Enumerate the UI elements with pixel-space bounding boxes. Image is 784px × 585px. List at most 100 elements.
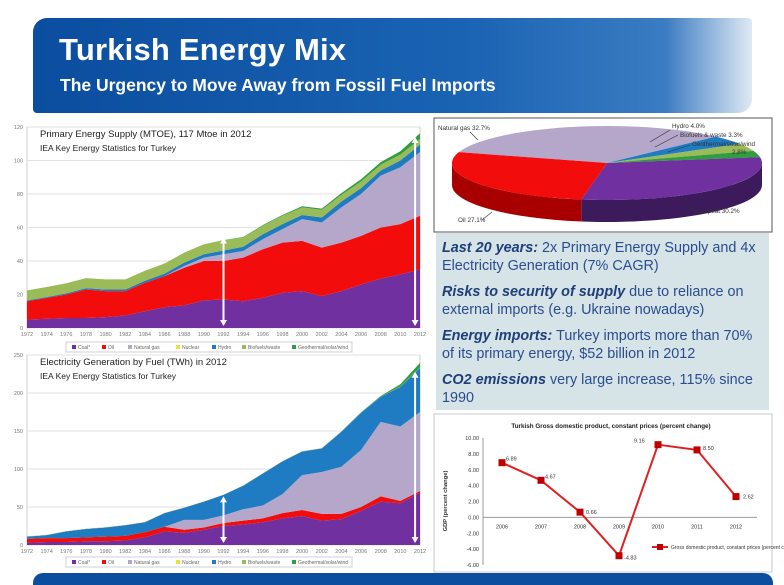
key-points-panel: Last 20 years: 2x Primary Energy Supply … [436,233,769,410]
x-tick-label: 2012 [414,549,426,555]
pie-slice-geo [607,150,761,163]
legend-swatch-hydro [212,345,216,349]
pie-label: 2.8% [732,149,747,156]
data-label: -4.83 [624,556,637,562]
x-tick-label: 1986 [158,332,170,338]
chart-title: Turkish Gross domestic product, constant… [511,423,710,430]
legend-label: Coal* [78,345,90,351]
x-tick-label: 1982 [119,549,131,555]
point-heading: Risks to security of supply [442,284,626,300]
x-tick-label: 1982 [119,332,131,338]
legend-swatch-nuclear [176,560,180,564]
legend-label: Nuclear [182,345,200,351]
legend-label: Hydro [218,560,232,566]
area-series-bio [27,139,420,301]
x-tick-label: 1986 [158,549,170,555]
x-tick-label: 2002 [316,549,328,555]
gdp-data-point [498,459,506,467]
pie-slice-gas [458,126,716,163]
pie-side-coal [581,163,762,223]
gdp-frame [433,413,773,573]
arrow-head-up [220,237,227,244]
point-co2-emissions: CO2 emissions very large increase, 115% … [442,371,767,407]
area-series-oil [27,491,420,543]
arrow-head-up [411,137,419,144]
x-tick-label: 2010 [394,549,406,555]
y-tick-label: 50 [17,505,23,511]
leader-line [481,211,493,221]
x-tick-label: 2000 [296,332,308,338]
y-tick-label: 40 [17,259,23,265]
x-tick-label: 2008 [375,549,387,555]
legend-box [65,556,353,568]
y-tick-label: 10.00 [465,436,479,442]
y-tick-label: 0 [20,326,23,332]
legend-label: Nuclear [182,560,200,566]
x-tick-label: 1994 [237,332,249,338]
legend-label: Oil [108,345,114,351]
pie-label: Biofuels & waste 3.3% [680,132,743,139]
legend-swatch-gas [128,560,132,564]
legend-swatch-hydro [212,560,216,564]
data-label: 2.62 [743,495,754,501]
legend-label: Gross domestic product, constant prices … [671,545,784,551]
y-tick-label: 60 [17,226,23,232]
data-label: 4.67 [545,474,556,480]
gdp-data-point [732,493,740,501]
pie-label: Hydro 4.0% [672,123,705,130]
x-tick-label: 2004 [335,549,347,555]
x-tick-label: 1992 [217,549,229,555]
legend-swatch-gas [128,345,132,349]
slide-title: Turkish Energy Mix [59,32,347,67]
x-tick-label: 1998 [276,332,288,338]
x-tick-label: 1978 [80,332,92,338]
x-tick-label: 1998 [276,549,288,555]
legend-swatch-nuclear [176,345,180,349]
arrow-head-down [411,537,419,543]
arrow-head-up [220,496,227,503]
x-tick-label: 1978 [80,549,92,555]
leader-line [469,131,479,141]
pie-slice-coal [581,157,762,201]
y-tick-label: -4.00 [466,547,479,553]
y-tick-label: 2.00 [468,500,479,506]
x-tick-label: 2012 [730,524,742,530]
point-text: due to reliance on external imports (e.g… [442,284,744,318]
y-tick-label: 100 [14,159,23,165]
pie-label: Coal/peat 30.2% [693,208,740,215]
y-tick-label: 6.00 [468,468,479,474]
pie-label: Natural gas 32.7% [438,125,490,132]
arrow-head-down [220,537,227,543]
legend-label: Natural gas [134,345,160,351]
y-tick-label: 200 [14,391,23,397]
x-tick-label: 1988 [178,549,190,555]
data-label: 6.89 [506,457,517,463]
data-label: 8.50 [703,446,714,452]
x-tick-label: 1990 [198,549,210,555]
chart-subtitle: IEA Key Energy Statistics for Turkey [40,371,177,381]
x-tick-label: 1994 [237,549,249,555]
x-tick-label: 1980 [99,332,111,338]
point-text: very large increase, 115% since 1990 [442,372,753,406]
area-series-coal [27,492,420,545]
gdp-data-point [693,446,701,454]
x-tick-label: 2006 [355,549,367,555]
legend-label: Biofuels/waste [248,560,280,566]
x-tick-label: 2008 [375,332,387,338]
legend-label: Coal* [78,560,90,566]
y-tick-label: 20 [17,293,23,299]
y-tick-label: 8.00 [468,452,479,458]
legend-box [65,341,353,353]
x-tick-label: 2010 [652,524,664,530]
x-tick-label: 2008 [574,524,586,530]
title-banner: Turkish Energy Mix The Urgency to Move A… [33,18,752,113]
y-tick-label: 4.00 [468,484,479,490]
point-heading: Last 20 years: [442,240,538,256]
leader-line [654,134,679,148]
point-text: 2x Primary Energy Supply and 4x Electric… [442,240,756,274]
y-tick-label: 250 [14,353,23,359]
point-last-20-years: Last 20 years: 2x Primary Energy Supply … [442,239,767,275]
area-series-coal [27,269,420,328]
x-tick-label: 2009 [613,524,625,530]
